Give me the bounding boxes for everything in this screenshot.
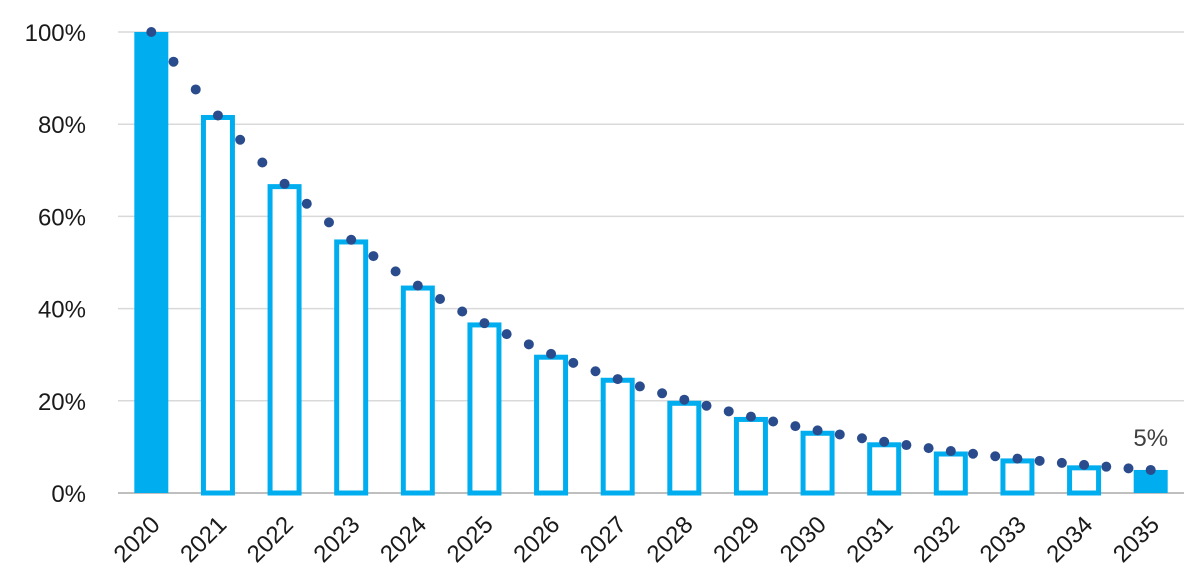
trend-dot	[1012, 453, 1023, 464]
trend-dot	[323, 217, 334, 228]
trend-dot	[168, 56, 179, 67]
trend-dot	[1101, 461, 1112, 472]
bar-2033	[1000, 458, 1035, 496]
trend-dot	[745, 411, 756, 422]
trend-dot	[1034, 455, 1045, 466]
trend-dot	[435, 293, 446, 304]
x-tick-label-2030: 2030	[775, 511, 832, 568]
x-tick-label-2025: 2025	[442, 511, 499, 568]
x-tick-label-2034: 2034	[1041, 511, 1098, 568]
data-label-2035: 5%	[1133, 425, 1168, 452]
trend-dot	[568, 357, 579, 368]
trend-dot	[701, 400, 712, 411]
bar-2024	[400, 285, 435, 496]
trend-dot	[834, 429, 845, 440]
trend-dot	[923, 443, 934, 454]
trend-dot	[301, 198, 312, 209]
trend-dot	[790, 421, 801, 432]
trend-dot	[346, 234, 357, 245]
bar-2035	[1133, 469, 1168, 493]
bar-2028	[667, 400, 702, 496]
bar-2030	[800, 430, 835, 496]
bars	[134, 32, 1168, 496]
x-tick-label-2024: 2024	[375, 511, 432, 568]
trend-dot	[901, 440, 912, 451]
trend-dot	[523, 339, 534, 350]
trend-dot	[368, 251, 379, 262]
x-tick-label-2023: 2023	[309, 511, 366, 568]
x-tick-label-2032: 2032	[908, 511, 965, 568]
bar-2027	[600, 377, 635, 496]
x-tick-label-2029: 2029	[708, 511, 765, 568]
x-tick-label-2026: 2026	[508, 511, 565, 568]
bar-2026	[534, 354, 569, 496]
trend-dot	[546, 348, 557, 359]
trend-dot	[1123, 463, 1134, 474]
y-tick-label: 80%	[38, 112, 86, 139]
trend-dot	[1145, 464, 1156, 475]
trend-dot	[812, 425, 823, 436]
x-tick-label-2033: 2033	[975, 511, 1032, 568]
trend-dot	[390, 266, 401, 277]
trend-dot	[1056, 457, 1067, 468]
trend-dot	[479, 318, 490, 329]
x-tick-label-2028: 2028	[642, 511, 699, 568]
trend-dot	[590, 366, 601, 377]
y-tick-label: 40%	[38, 297, 86, 324]
bar-2022	[267, 184, 302, 496]
bar-2031	[867, 442, 902, 496]
trend-dot	[501, 329, 512, 340]
trend-dot	[257, 157, 268, 168]
trend-dot	[634, 381, 645, 392]
x-tick-label-2021: 2021	[175, 511, 232, 568]
trend-dot	[657, 388, 668, 399]
trend-dot	[768, 416, 779, 427]
trend-dot	[146, 27, 157, 37]
trend-dot	[879, 436, 890, 447]
y-axis-ticks: 0% 20% 40% 60% 80% 100%	[25, 20, 86, 508]
trend-dot	[212, 110, 223, 121]
y-tick-label: 100%	[25, 20, 86, 47]
trend-dot	[1079, 459, 1090, 470]
bar-2021	[200, 114, 235, 496]
y-tick-label: 20%	[38, 389, 86, 416]
y-tick-label: 60%	[38, 204, 86, 231]
bar-2032	[933, 451, 968, 496]
trend-dot	[990, 451, 1001, 462]
trend-dot	[457, 306, 468, 317]
x-tick-label-2022: 2022	[242, 511, 299, 568]
trend-dot	[945, 446, 956, 457]
trend-dot	[723, 406, 734, 417]
bar-2034	[1067, 465, 1102, 496]
x-tick-label-2035: 2035	[1108, 511, 1165, 568]
trend-dot	[412, 280, 423, 291]
trend-dot	[679, 394, 690, 405]
x-tick-label-2027: 2027	[575, 511, 632, 568]
trend-line	[146, 27, 1156, 475]
trend-dot	[235, 134, 246, 145]
y-tick-label: 0%	[51, 481, 86, 508]
trend-dot	[856, 433, 867, 444]
trend-dot	[279, 178, 290, 189]
x-axis-ticks: 2020 2021 2022 2023 2024 2025 2026 2027 2028 2029…	[109, 511, 1165, 568]
trend-dot	[190, 84, 201, 95]
trend-dot	[612, 374, 623, 385]
trend-dot	[968, 448, 979, 459]
data-labels: 5%	[1133, 425, 1168, 452]
x-tick-label-2031: 2031	[842, 511, 899, 568]
x-tick-label-2020: 2020	[109, 511, 166, 568]
bar-2023	[334, 239, 369, 496]
bar-2020	[134, 32, 169, 493]
bar-2025	[467, 322, 502, 496]
bar-2029	[733, 416, 768, 496]
